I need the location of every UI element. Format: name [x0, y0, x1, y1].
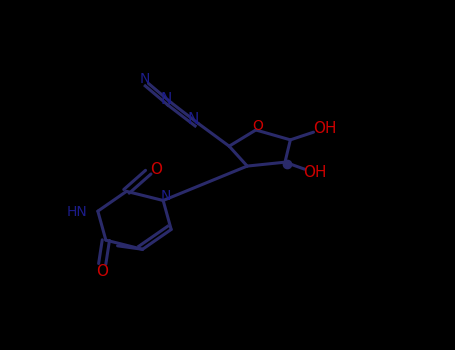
Text: OH: OH [303, 165, 326, 180]
Text: N: N [161, 92, 172, 107]
Text: N: N [140, 72, 150, 86]
Text: OH: OH [313, 121, 336, 136]
Text: O: O [253, 119, 263, 133]
Text: O: O [151, 162, 162, 177]
Text: HN: HN [67, 205, 88, 219]
Text: N: N [187, 112, 198, 127]
Text: N: N [160, 189, 171, 203]
Text: O: O [96, 264, 108, 279]
